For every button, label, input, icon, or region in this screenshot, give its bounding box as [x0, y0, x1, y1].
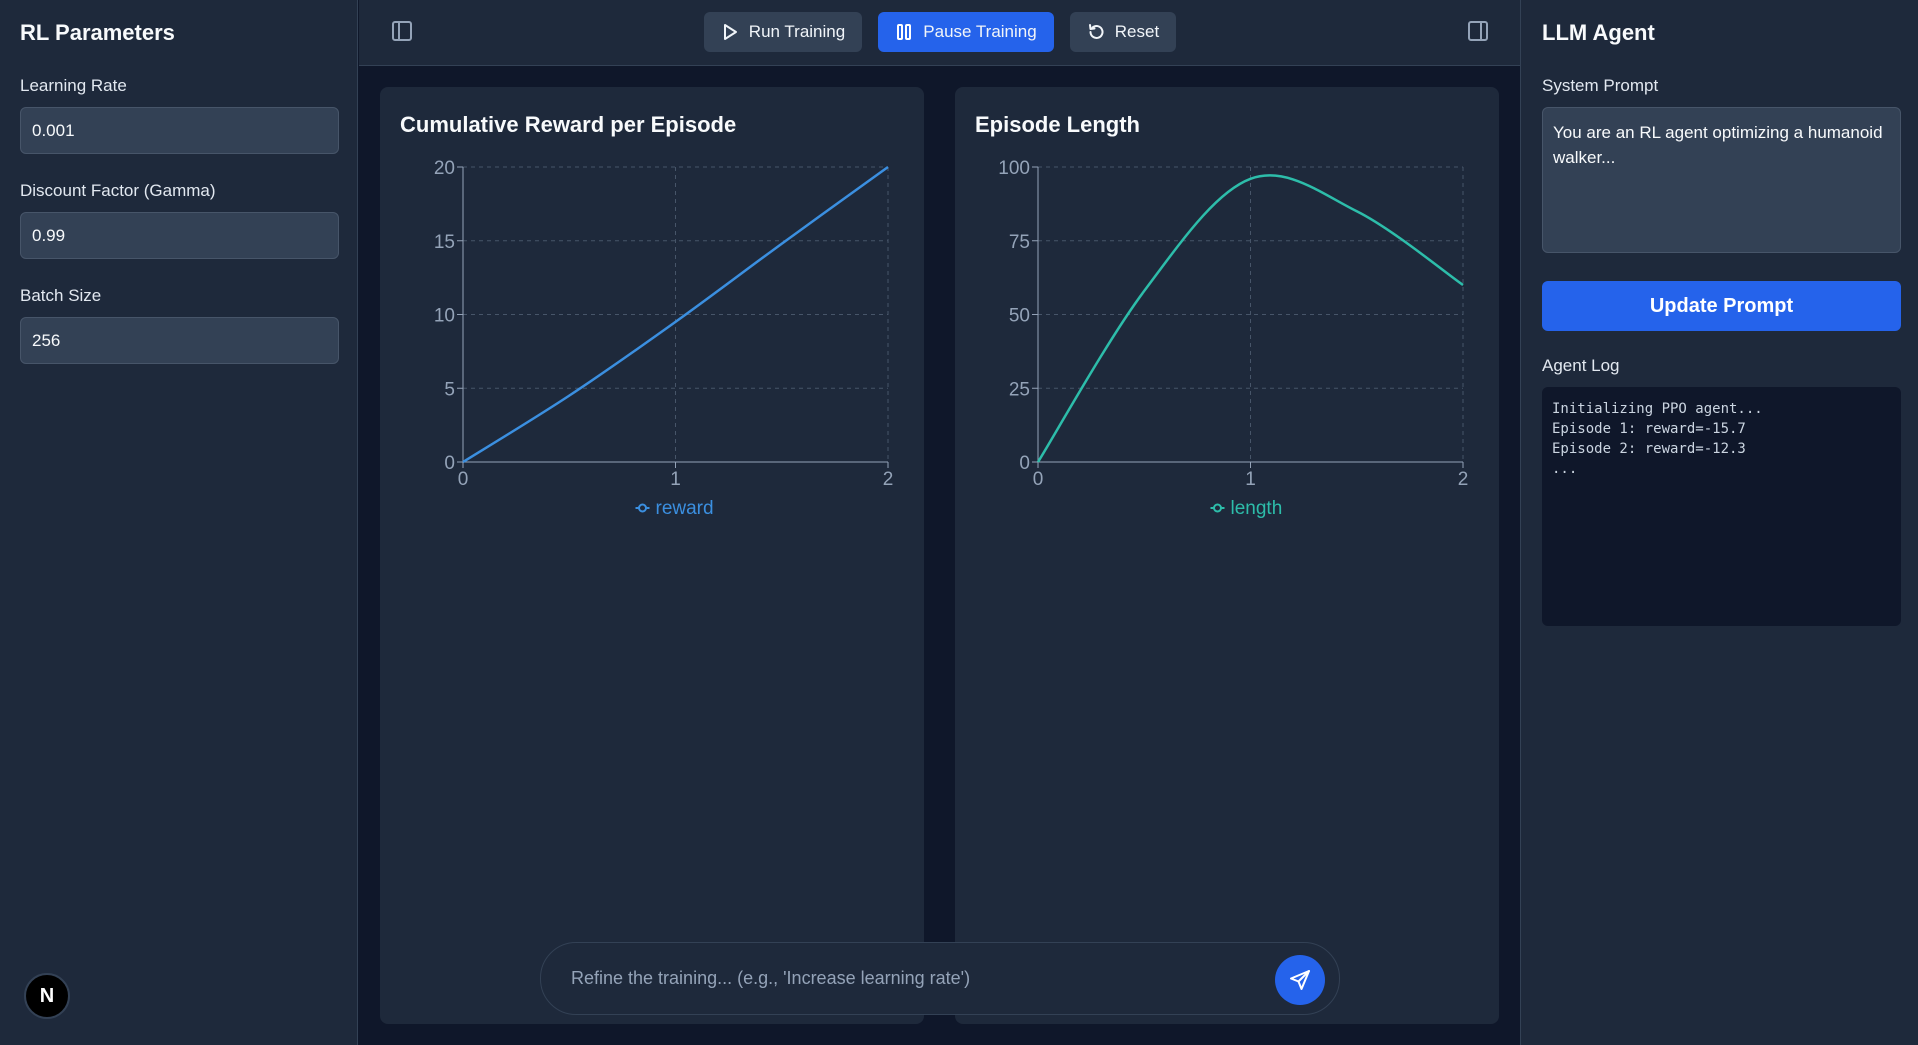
reward-chart-title: Cumulative Reward per Episode [400, 112, 737, 137]
y-tick-label: 0 [444, 453, 455, 474]
x-tick-label: 0 [1033, 469, 1044, 490]
reset-button[interactable]: Reset [1070, 12, 1176, 52]
run-training-button[interactable]: Run Training [704, 12, 862, 52]
run-training-label: Run Training [748, 22, 846, 41]
toggle-left-sidebar-icon[interactable] [392, 21, 412, 41]
log-line: Initializing PPO agent... [1552, 401, 1763, 417]
system-prompt-textarea[interactable]: You are an RL agent optimizing a humanoi… [1542, 107, 1901, 253]
chat-bar: Refine the training... (e.g., 'Increase … [540, 942, 1340, 1015]
y-tick-label: 5 [444, 379, 455, 400]
legend-label: length [1231, 498, 1283, 519]
y-tick-label: 10 [434, 306, 455, 327]
length-chart: 0 1 2 0 25 50 75 100 length [998, 158, 1469, 519]
avatar[interactable]: N [24, 973, 70, 1019]
y-tick-label: 15 [434, 232, 455, 253]
pause-icon [897, 24, 912, 40]
learning-rate-label: Learning Rate [20, 76, 127, 95]
log-line: ... [1552, 461, 1578, 477]
pause-training-button[interactable]: Pause Training [878, 12, 1054, 52]
log-line: Episode 2: reward=-12.3 [1552, 441, 1746, 457]
legend-label: reward [656, 498, 714, 519]
y-tick-label: 100 [998, 158, 1030, 179]
x-tick-label: 1 [1245, 469, 1256, 490]
y-tick-label: 20 [434, 158, 455, 179]
x-tick-label: 0 [458, 469, 469, 490]
x-tick-label: 1 [670, 469, 681, 490]
agent-log-label: Agent Log [1542, 356, 1620, 375]
batch-size-input[interactable]: 256 [20, 317, 339, 364]
y-tick-label: 25 [1009, 379, 1030, 400]
toggle-right-sidebar-icon[interactable] [1468, 21, 1488, 41]
send-icon [1290, 970, 1310, 990]
series-line-reward [462, 165, 889, 464]
panel-title: RL Parameters [20, 20, 175, 45]
legend-marker [1213, 503, 1222, 513]
x-tick-label: 2 [883, 469, 894, 490]
y-tick-label: 50 [1009, 306, 1030, 327]
legend-marker [638, 503, 647, 513]
gamma-input[interactable]: 0.99 [20, 212, 339, 259]
llm-agent-panel: LLM Agent System Prompt You are an RL ag… [1520, 0, 1918, 1045]
rl-parameters-panel: RL Parameters Learning Rate 0.001 Discou… [0, 0, 358, 1045]
length-chart-card: Episode Length 0 1 2 0 25 50 75 100 length [955, 87, 1499, 1024]
reward-chart-card: Cumulative Reward per Episode 0 1 2 0 5 10 15 2… [380, 87, 924, 1024]
y-tick-label: 75 [1009, 232, 1030, 253]
update-prompt-button[interactable]: Update Prompt [1542, 281, 1901, 331]
llm-agent-title: LLM Agent [1542, 20, 1655, 45]
learning-rate-input[interactable]: 0.001 [20, 107, 339, 154]
x-tick-label: 2 [1458, 469, 1469, 490]
agent-log: Initializing PPO agent... Episode 1: rew… [1542, 387, 1901, 626]
reset-icon [1088, 24, 1104, 39]
pause-training-label: Pause Training [923, 22, 1037, 41]
series-line-length [1036, 174, 1464, 463]
refine-input[interactable]: Refine the training... (e.g., 'Increase … [571, 968, 971, 988]
send-button[interactable] [1275, 955, 1325, 1005]
gamma-label: Discount Factor (Gamma) [20, 181, 216, 200]
length-chart-title: Episode Length [975, 112, 1140, 137]
y-tick-label: 0 [1019, 453, 1030, 474]
play-icon [723, 24, 737, 40]
toolbar: Run Training Pause Training Reset [359, 0, 1520, 66]
reset-label: Reset [1114, 22, 1160, 41]
system-prompt-label: System Prompt [1542, 76, 1659, 95]
batch-size-label: Batch Size [20, 286, 102, 305]
log-line: Episode 1: reward=-15.7 [1552, 421, 1746, 437]
